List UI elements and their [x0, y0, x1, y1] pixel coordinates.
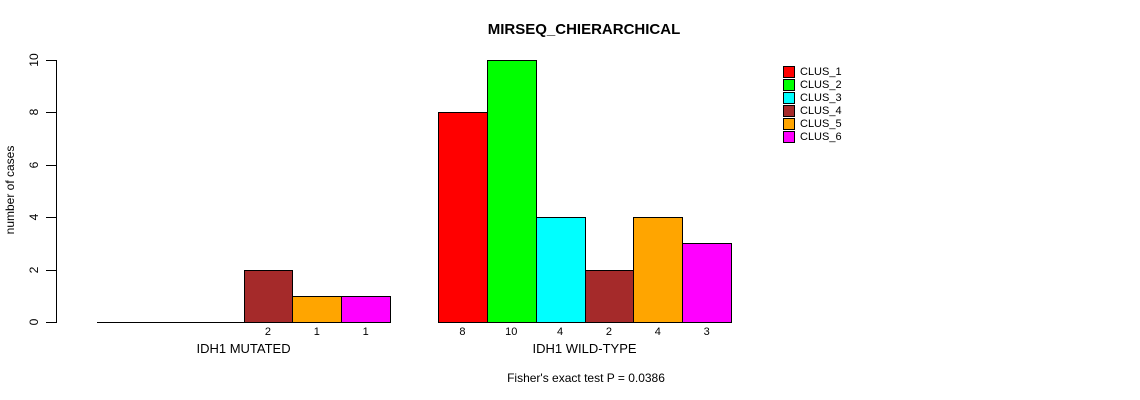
legend-swatch: [783, 118, 795, 130]
legend-swatch: [783, 131, 795, 143]
legend-swatch: [783, 79, 795, 91]
group-label: IDH1 MUTATED: [196, 341, 291, 356]
bar-value-label: 2: [605, 326, 613, 338]
bar: [633, 217, 684, 323]
bar-value-label: 1: [313, 326, 320, 338]
y-tick-line: [46, 164, 56, 166]
bar-value-label: 10: [505, 326, 518, 338]
legend-swatch: [783, 92, 795, 104]
bar-value-label: 2: [264, 326, 272, 338]
legend-label: CLUS_6: [800, 131, 842, 143]
y-tick-line: [46, 269, 56, 271]
bar: [535, 217, 586, 323]
bar: [486, 60, 537, 323]
legend-label: CLUS_4: [800, 105, 842, 117]
bar-value-label: 8: [459, 326, 466, 338]
group-label: IDH1 WILD-TYPE: [532, 341, 637, 356]
bar: [682, 243, 733, 323]
y-tick-line: [46, 217, 56, 219]
y-tick-line: [46, 60, 56, 61]
bar-value-label: 1: [362, 326, 369, 338]
pvalue-annotation: Fisher's exact test P = 0.0386: [507, 371, 665, 385]
bar: [341, 295, 392, 323]
bar: [438, 112, 488, 323]
legend-swatch: [783, 66, 795, 78]
y-tick-line: [46, 322, 56, 323]
legend-label: CLUS_3: [800, 92, 842, 104]
legend-label: CLUS_5: [800, 118, 842, 130]
legend-label: CLUS_2: [800, 79, 842, 91]
y-tick-line: [46, 112, 56, 114]
bar-value-label: 3: [703, 326, 710, 338]
bar: [292, 295, 343, 323]
bar-value-label: 4: [654, 326, 661, 338]
bar-value-label: 4: [557, 326, 564, 338]
bar: [243, 269, 294, 323]
y-axis-line: [56, 60, 57, 323]
chart-title: MIRSEQ_CHIERARCHICAL: [487, 21, 681, 38]
legend-swatch: [783, 105, 795, 117]
legend-label: CLUS_1: [800, 66, 842, 78]
